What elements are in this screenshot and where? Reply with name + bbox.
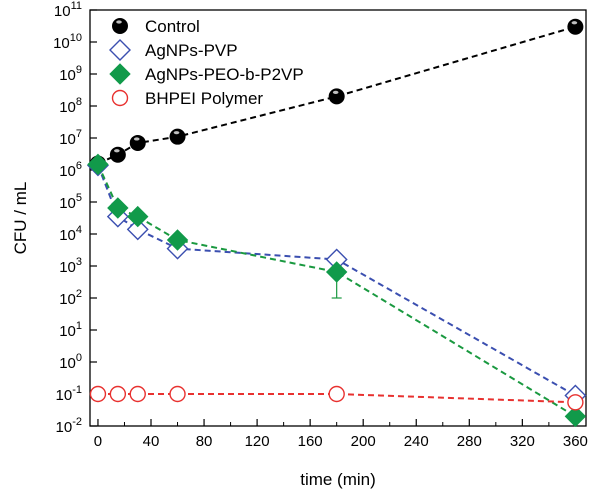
y-tick-label: 100 [59, 352, 82, 372]
y-tick-label: 102 [59, 288, 82, 308]
x-tick-label: 120 [245, 433, 270, 450]
y-tick-label: 10-1 [56, 384, 82, 404]
data-point [107, 197, 129, 219]
data-point [567, 18, 584, 35]
x-tick-label: 80 [196, 433, 213, 450]
data-point [87, 153, 109, 176]
data-point [129, 385, 146, 403]
x-tick-label: 0 [94, 433, 102, 450]
x-axis-title: time (min) [300, 470, 376, 489]
legend-label: AgNPs-PVP [145, 41, 238, 60]
legend-label: Control [145, 17, 200, 36]
x-tick-label: 240 [404, 433, 429, 450]
y-tick-label: 108 [59, 96, 82, 116]
data-point [328, 385, 345, 403]
legend-marker [109, 63, 131, 85]
legend-label: AgNPs-PEO-b-P2VP [145, 65, 304, 84]
series-line [97, 25, 576, 165]
data-point [169, 385, 186, 403]
data-point [126, 218, 149, 241]
data-point [109, 385, 127, 403]
plot-frame [89, 9, 587, 427]
data-point [127, 205, 149, 228]
x-tick-label: 40 [143, 433, 160, 450]
y-tick-label: 105 [59, 192, 82, 212]
y-tick-label: 107 [59, 128, 82, 148]
y-tick-label: 103 [59, 256, 82, 276]
series-markers [86, 18, 587, 428]
y-axis-title: CFU / mL [11, 182, 30, 255]
data-point [567, 394, 584, 411]
legend-marker [109, 39, 131, 61]
y-tick-label: 106 [59, 160, 82, 180]
data-point [564, 405, 587, 428]
legend-marker [112, 18, 128, 34]
legend: Control AgNPs-PVP AgNPs-PEO-b-P2VP BHPEI Po… [109, 17, 304, 108]
x-tick-label: 160 [298, 433, 323, 450]
x-tick-label: 200 [351, 433, 376, 450]
data-point [129, 134, 146, 151]
y-tick-label: 109 [59, 64, 82, 84]
y-tick-label: 1011 [54, 0, 82, 20]
x-tick-label: 320 [510, 433, 535, 450]
x-tick-label: 360 [563, 433, 588, 450]
legend-marker [111, 89, 129, 107]
legend-label: BHPEI Polymer [145, 89, 263, 108]
axis-ticks: 0 40 80 120 160 200 240 280 320 360 10-2 10-1 100 101… [53, 0, 588, 450]
y-tick-label: 104 [59, 224, 82, 244]
y-tick-label: 101 [59, 320, 82, 340]
series-line [97, 163, 576, 418]
y-tick-label: 1010 [53, 32, 82, 52]
data-point [109, 146, 126, 163]
data-point [166, 229, 189, 251]
y-tick-label: 10-2 [56, 416, 82, 436]
data-point [89, 385, 107, 403]
data-point [328, 88, 345, 105]
x-tick-label: 280 [457, 433, 482, 450]
series-lines [97, 25, 576, 418]
data-point [169, 128, 186, 145]
data-point [325, 261, 348, 283]
